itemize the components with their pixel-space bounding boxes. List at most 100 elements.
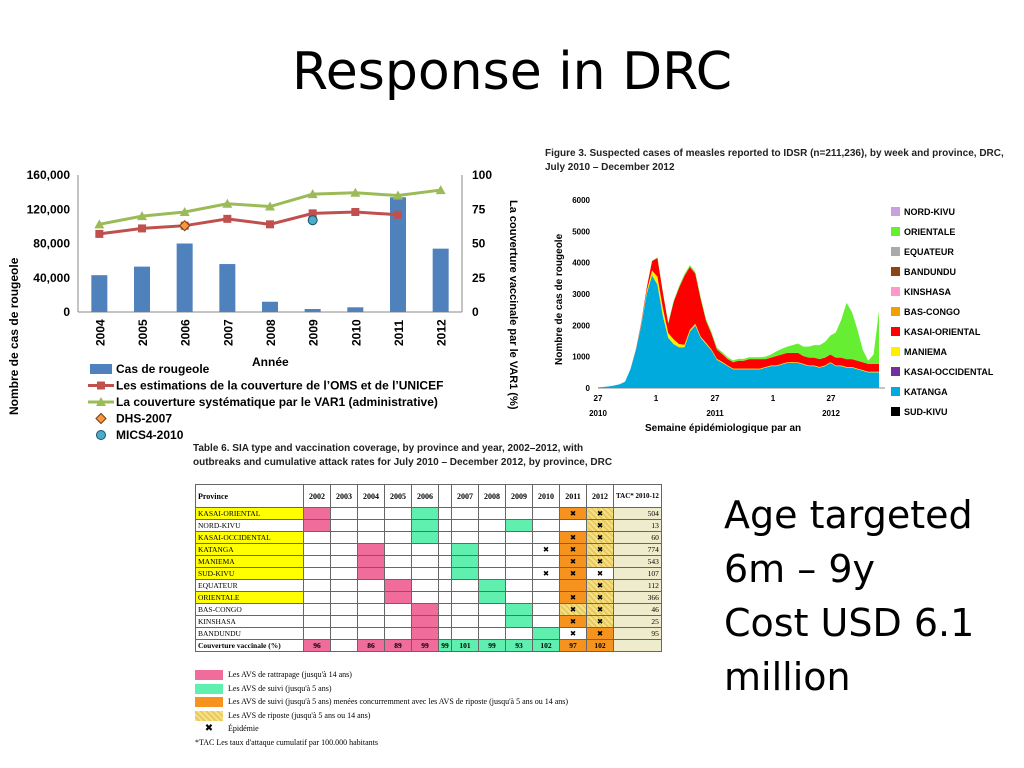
sia-cell (478, 519, 506, 532)
coverage-cell (330, 639, 358, 652)
sia-cell (384, 591, 412, 604)
sia-cell: ✖ (559, 531, 587, 544)
c2-ylabel: Nombre de cas de rougeole (554, 233, 565, 365)
sia-cell (438, 543, 452, 556)
sia-cell (357, 555, 385, 568)
sia-cell (330, 567, 358, 580)
coverage-cases-chart: 0 40,000 80,000 120,000 160,000 0 25 50 75 100 200… (7, 168, 519, 442)
table-row: KASAI-OCCIDENTAL ✖ ✖ 60 (195, 531, 662, 544)
col-header: 2007 (451, 484, 479, 508)
sia-cell: ✖ (586, 627, 614, 640)
sia-cell: ✖ (559, 603, 587, 616)
sia-cell (330, 615, 358, 628)
sia-legend-swatch (195, 710, 223, 721)
sia-cell (384, 531, 412, 544)
sia-legend-swatch (195, 670, 223, 680)
c1-ytick-right: 100 (472, 168, 492, 182)
sia-cell (505, 507, 533, 520)
note-line: 6m – 9y (724, 547, 876, 591)
province-cell: SUD-KIVU (195, 567, 304, 580)
province-cell: NORD-KIVU (195, 519, 304, 532)
slide-title: Response in DRC (291, 42, 733, 102)
sia-cell (303, 591, 331, 604)
c2-legend-swatch (891, 207, 900, 216)
c1-point (95, 229, 104, 238)
sia-cell (505, 567, 533, 580)
sia-cell (357, 579, 385, 592)
c2-legend-label: KATANGA (904, 387, 948, 397)
c2-legend-swatch (891, 347, 900, 356)
c1-point (435, 185, 446, 195)
sia-cell (303, 615, 331, 628)
sia-cell (303, 603, 331, 616)
sia-legend-swatch (195, 683, 223, 694)
sia-cell: ✖ (586, 603, 614, 616)
sia-cell (303, 531, 331, 544)
sia-cell (532, 555, 560, 568)
sia-legend-label: Les AVS de suivi (jusqu'à 5 ans) (228, 683, 332, 693)
tac-cell: 25 (613, 615, 662, 628)
sia-cell (384, 555, 412, 568)
sia-cell (357, 567, 385, 580)
c1-ytick: 0 (63, 305, 70, 319)
c1-point (308, 209, 317, 218)
tac-cell: 543 (613, 555, 662, 568)
sia-cell (330, 591, 358, 604)
tac-cell: 112 (613, 579, 662, 592)
sia-cell (505, 579, 533, 592)
coverage-cell (613, 639, 662, 652)
sia-cell: ✖ (559, 555, 587, 568)
sia-cell: ✖ (586, 579, 614, 592)
province-cell: MANIEMA (195, 555, 304, 568)
c1-ytick-right: 50 (472, 237, 486, 251)
sia-cell (505, 603, 533, 616)
sia-cell (451, 579, 479, 592)
sia-cell (438, 615, 452, 628)
table-row: SUD-KIVU ✖ ✖ ✖ 107 (195, 567, 662, 580)
sia-cell (451, 591, 479, 604)
c2-year-label: 2012 (822, 409, 840, 418)
province-cell: ORIENTALE (195, 591, 304, 604)
sia-cell (478, 579, 506, 592)
c1-point (94, 219, 105, 229)
sia-cell (330, 531, 358, 544)
sia-cell (303, 507, 331, 520)
c1-bar (91, 275, 108, 312)
sia-cell (438, 519, 452, 532)
sia-cell (357, 543, 385, 556)
sia-cell (478, 567, 506, 580)
c1-point (394, 210, 402, 219)
sia-cell (384, 579, 412, 592)
province-cell: EQUATEUR (195, 579, 304, 592)
c2-area-orientale (598, 257, 879, 388)
table-row: MANIEMA ✖ ✖ 543 (195, 555, 662, 568)
sia-cell (438, 507, 452, 520)
sia-cell (411, 615, 439, 628)
sia-cell (411, 555, 439, 568)
sia-cell (451, 531, 479, 544)
note-line: Age targeted (724, 493, 973, 537)
sia-cell (438, 567, 452, 580)
c1-bar (134, 266, 150, 312)
sia-cell: ✖ (586, 591, 614, 604)
sia-cell: ✖ (586, 531, 614, 544)
sia-cell (478, 555, 506, 568)
sia-cell: ✖ (559, 567, 587, 580)
c1-xtick: 2008 (264, 319, 278, 346)
c2-legend-swatch (891, 367, 900, 376)
sia-cell (303, 627, 331, 640)
c1-legend-marker (96, 430, 106, 440)
col-header: 2012 (586, 484, 614, 508)
c2-legend-swatch (891, 387, 900, 396)
c2-legend-label: KASAI-OCCIDENTAL (904, 367, 994, 377)
sia-cell (478, 531, 506, 544)
c1-bar (262, 301, 278, 312)
sia-cell: ✖ (559, 627, 587, 640)
c2-area-kasai-oriental (598, 257, 879, 388)
c2-legend-swatch (891, 407, 900, 416)
c1-bar (176, 243, 193, 312)
c2-legend-label: BANDUNDU (904, 267, 956, 277)
sia-cell: ✖ (532, 543, 560, 556)
table6-title: Table 6. SIA type and vaccination covera… (193, 443, 613, 468)
c2-legend-label: ORIENTALE (904, 227, 955, 237)
